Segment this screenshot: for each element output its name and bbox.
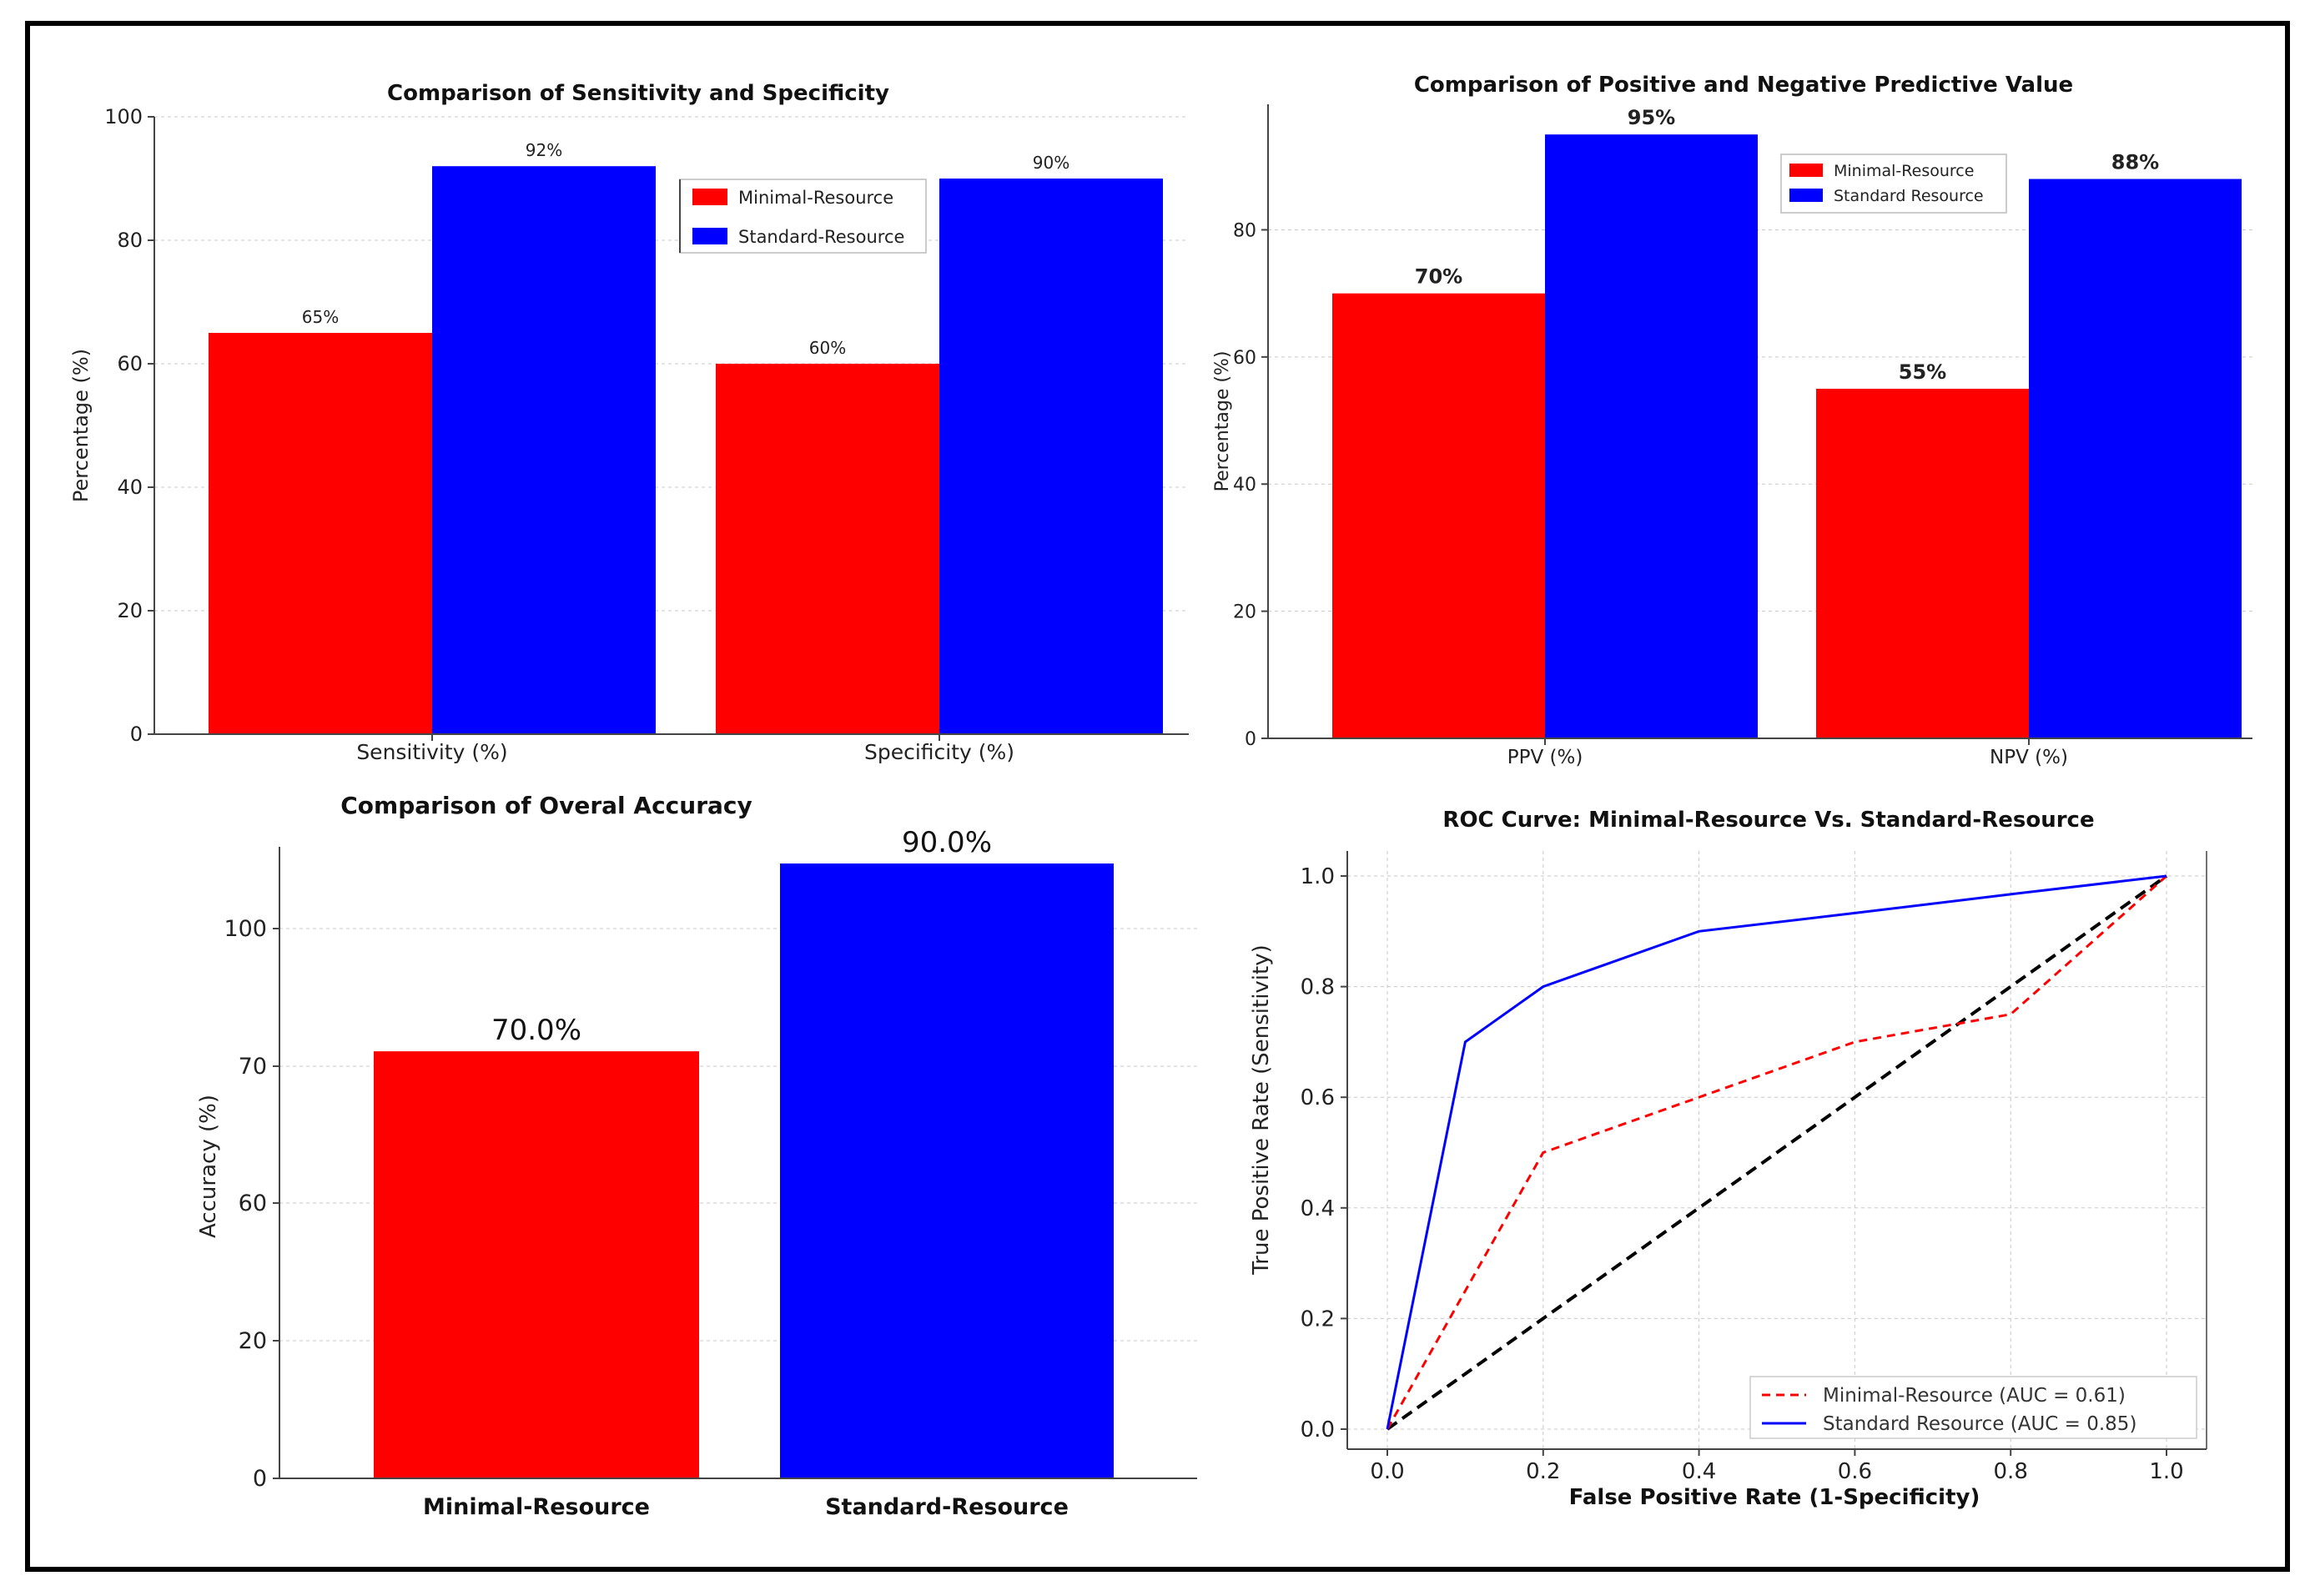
bar-standard-resource-0 [1545,134,1758,738]
x-tick-label: 0.4 [1682,1459,1716,1484]
x-tick-label: Specificity (%) [864,740,1014,764]
y-axis-label: True Positive Rate (Sensitivity) [1249,944,1274,1276]
bar-value-label: 70% [1415,265,1462,289]
bar-value-label: 70.0% [491,1014,581,1047]
bar-value-label: 92% [526,140,562,160]
y-tick-label: 0.0 [1301,1417,1335,1442]
bar-minimal-resource [374,1051,699,1478]
legend-swatch-minimal [1789,164,1823,177]
y-tick-label: 40 [117,476,143,499]
y-tick-label: 0 [253,1466,267,1492]
legend-label-minimal: Minimal-Resource [738,188,893,208]
y-tick-label: 20 [117,599,143,622]
legend-swatch-minimal [692,189,727,205]
legend-label-standard: Standard Resource [1834,187,1984,205]
y-tick-label: 0 [1245,729,1256,750]
x-tick-label: Sensitivity (%) [356,740,507,764]
y-tick-label: 70 [239,1054,267,1080]
legend-swatch-standard [692,228,727,244]
bar-standard-resource-1 [2029,179,2242,738]
bar-standard-resource-0 [432,166,656,734]
chart-title: Comparison of Positive and Negative Pred… [1414,73,2073,98]
x-tick-label: 1.0 [2149,1459,2183,1484]
y-tick-label: 60 [239,1191,267,1216]
bar-standard-resource [780,863,1114,1478]
x-tick-label: PPV (%) [1507,747,1583,768]
bar-value-label: 55% [1899,360,1946,384]
legend-label-minimal: Minimal-Resource [1834,162,1974,180]
y-tick-label: 20 [239,1328,267,1354]
legend-label-minimal: Minimal-Resource (AUC = 0.61) [1823,1385,2126,1407]
bar-value-label: 88% [2111,151,2159,174]
legend-label-standard: Standard-Resource [738,227,904,247]
x-tick-label: 0.0 [1370,1459,1404,1484]
bar-value-label: 60% [809,338,846,358]
bar-minimal-resource-1 [1816,388,2029,738]
sensitivity-specificity-svg: 0 20 40 60 80 100 Sensitivity (%) Specificity … [69,81,1189,764]
legend: Minimal-Resource Standard-Resource [679,179,927,254]
y-tick-label: 0.6 [1301,1085,1335,1110]
y-tick-label: 100 [224,916,267,942]
ppv-npv-svg: 0 20 40 60 80 PPV (%) NPV (%) 70% 95% 55% 88% Co… [1212,73,2252,768]
bar-standard-resource-1 [939,179,1163,734]
bar-value-label: 90% [1033,153,1069,173]
x-tick-label: Standard-Resource [825,1494,1069,1520]
bar-value-label: 90.0% [902,826,992,859]
y-tick-label: 0 [130,722,143,746]
y-tick-label: 0.4 [1301,1196,1335,1221]
y-tick-label: 0.2 [1301,1307,1335,1332]
legend-label-standard: Standard Resource (AUC = 0.85) [1823,1413,2136,1435]
y-tick-label: 0.8 [1301,975,1335,1000]
bar-value-label: 65% [302,307,339,327]
y-axis-label: Accuracy (%) [196,1095,221,1238]
y-tick-label: 80 [117,229,143,252]
y-tick-label: 60 [1233,348,1256,369]
overall-accuracy-svg: 0 20 60 70 100 Minimal-Resource Standard-Reso… [196,792,1197,1520]
x-tick-label: 0.8 [1994,1459,2028,1484]
x-axis-label: False Positive Rate (1-Specificity) [1569,1485,1980,1510]
x-tick-label: 0.6 [1838,1459,1872,1484]
chart-title: Comparison of Overal Accuracy [340,792,752,819]
legend: Minimal-Resource Standard Resource [1780,154,2007,214]
bar-minimal-resource-1 [716,364,939,734]
y-tick-label: 1.0 [1301,864,1335,889]
bar-minimal-resource-0 [209,333,432,734]
legend-box [1749,1376,2197,1439]
x-tick-label: Minimal-Resource [423,1494,650,1520]
chart-title: Comparison of Sensitivity and Specificit… [387,81,889,106]
y-tick-label: 80 [1233,220,1256,241]
roc-curve-svg: 0.0 0.2 0.4 0.6 0.8 1.0 0.0 0.2 0.4 0.6 0.8 1.0 RO… [1249,808,2207,1510]
sensitivity-specificity-chart: 0 20 40 60 80 100 Sensitivity (%) Specificity … [25,58,1226,793]
y-tick-label: 20 [1233,602,1256,623]
overall-accuracy-chart: 0 20 60 70 100 Minimal-Resource Standard-Reso… [167,784,1218,1535]
ppv-npv-chart: 0 20 40 60 80 PPV (%) NPV (%) 70% 95% 55% 88% Co… [1201,54,2286,788]
x-tick-label: NPV (%) [1990,747,2068,768]
y-tick-label: 40 [1233,475,1256,496]
x-tick-label: 0.2 [1526,1459,1560,1484]
chart-title: ROC Curve: Minimal-Resource Vs. Standard… [1442,808,2094,833]
bar-value-label: 95% [1628,106,1675,129]
roc-line-chance [1386,874,2168,1431]
y-tick-label: 100 [104,105,143,128]
legend: Minimal-Resource (AUC = 0.61) Standard R… [1749,1376,2197,1439]
roc-line-standard [1386,874,2167,1430]
bar-minimal-resource-0 [1332,293,1545,739]
legend-swatch-standard [1789,189,1823,202]
y-axis-label: Percentage (%) [69,349,93,502]
roc-curve-chart: 0.0 0.2 0.4 0.6 0.8 1.0 0.0 0.2 0.4 0.6 0.8 1.0 RO… [1235,793,2269,1527]
roc-line-minimal-resource [1386,874,2167,1430]
y-axis-label: Percentage (%) [1212,351,1233,492]
y-tick-label: 60 [117,352,143,375]
